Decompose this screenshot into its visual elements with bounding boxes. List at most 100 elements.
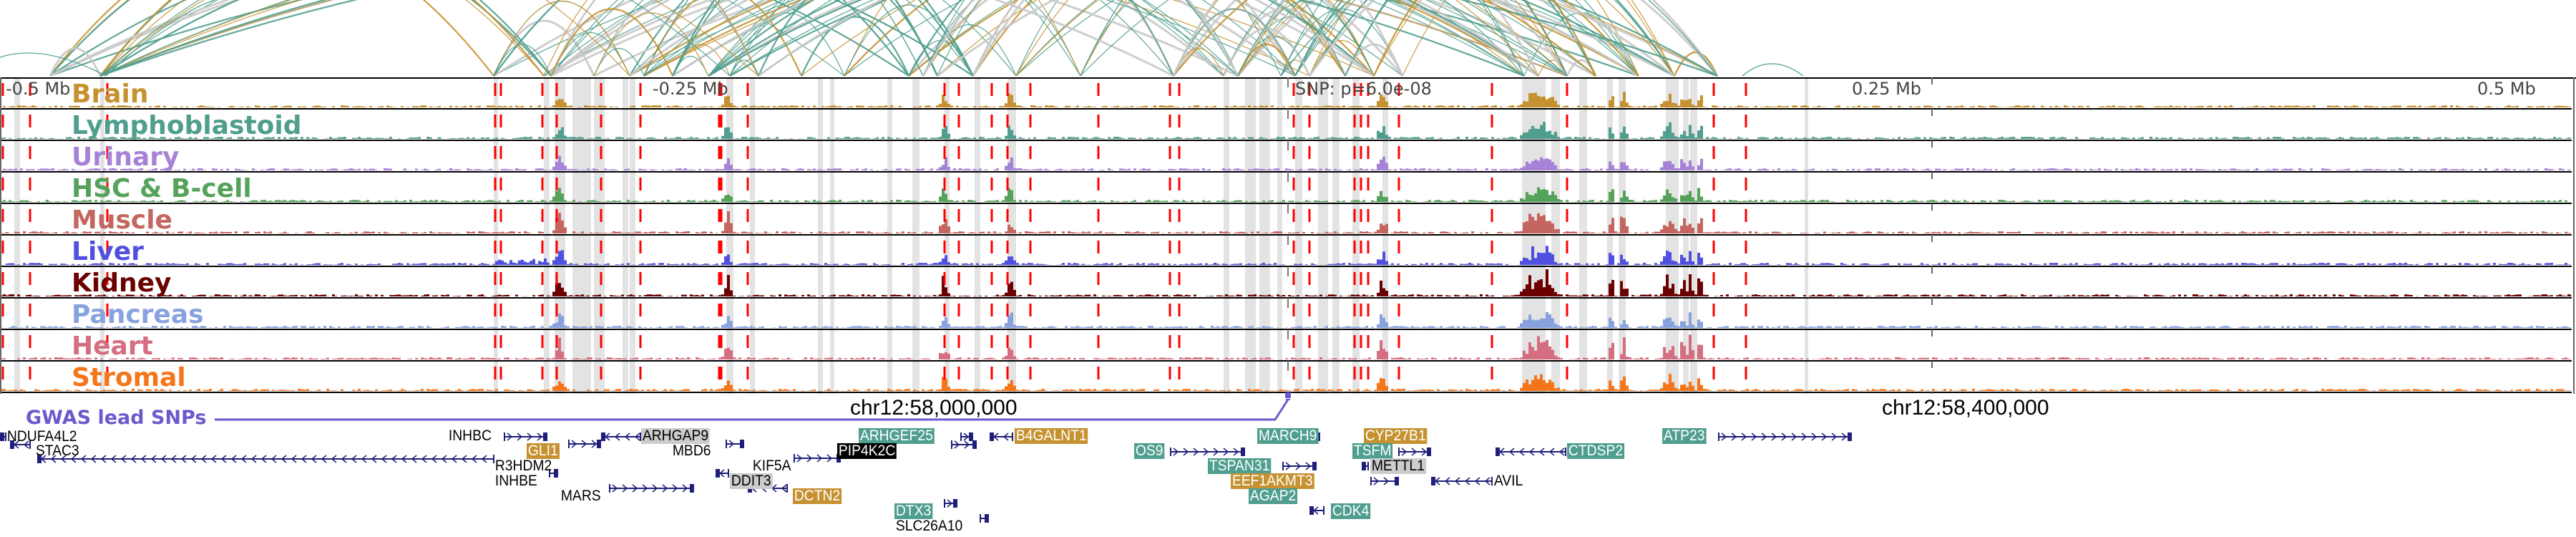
track-label-hsc-b-cell: HSC & B-cell [72,174,252,203]
gene-label-kif5a[interactable]: KIF5A [752,458,791,474]
snp-pvalue-label: SNP: p=6.0e-08 [1295,79,1432,99]
interaction-arc [708,0,1296,77]
interaction-arc [543,0,759,77]
signal-track-muscle [0,211,2572,233]
ruler-label-minus-0-5: -0.5 Mb [6,79,71,99]
interaction-arc [629,0,974,77]
gene-model [10,440,31,449]
interaction-arc [99,0,1568,77]
gene-model [960,432,973,441]
gene-model [1282,462,1317,470]
gene-model [951,440,977,449]
gene-label-tspan31[interactable]: TSPAN31 [1208,458,1272,474]
interaction-arc [800,16,910,77]
interaction-arc [844,0,1375,77]
interaction-arc [1280,0,1525,77]
gene-label-gli1[interactable]: GLI1 [527,442,560,459]
interaction-arc [643,0,1639,77]
gene-label-slc26a10[interactable]: SLC26A10 [895,518,963,534]
interaction-arc [629,0,1539,77]
gene-label-mars[interactable]: MARS [560,488,601,504]
interaction-arc [708,0,1539,77]
gene-model [1309,506,1324,515]
interaction-arc [1294,0,1596,77]
ruler-label-minus-0-25: -0.25 Mb [653,79,728,99]
interaction-arc [543,0,1596,77]
gene-label-inhbe[interactable]: INHBE [494,473,537,489]
interaction-arc [99,0,731,77]
interaction-arc [99,0,1310,77]
interaction-arc [972,0,1346,77]
interaction-arc [643,0,1239,77]
gene-label-arhgap9[interactable]: ARHGAP9 [641,427,711,444]
interaction-arc [1015,0,1282,77]
interaction-arc [672,0,938,77]
gene-label-ndufa4l2[interactable]: NDUFA4L2 [6,428,77,445]
gwas-lead-snps-label: GWAS lead SNPs [26,407,207,429]
interaction-arc [708,0,1675,77]
gene-label-arhgef25[interactable]: ARHGEF25 [859,427,935,444]
interaction-arc [937,0,1675,77]
gene-model [794,454,841,463]
gwas-snp-marker[interactable] [1285,392,1291,398]
interaction-arc [643,0,1525,77]
interaction-arc [844,0,1596,77]
interaction-arc [593,12,709,77]
interaction-arc [1280,9,1403,77]
gene-label-inhbc[interactable]: INHBC [448,427,492,444]
gene-label-os9[interactable]: OS9 [1134,442,1165,459]
gene-label-atp23[interactable]: ATP23 [1662,427,1707,444]
gene-label-cyp27b1[interactable]: CYP27B1 [1364,427,1428,444]
interaction-arc [1402,0,1675,77]
signal-track-brain [0,92,2572,107]
signal-track-urinary [0,155,2572,170]
interaction-arc [922,0,1239,77]
gene-label-ddit3[interactable]: DDIT3 [730,473,773,489]
signal-track-liver [0,246,2572,265]
interaction-arc [493,0,1568,77]
interaction-arc [1237,0,1568,77]
gene-label-mettl1[interactable]: METTL1 [1370,458,1426,474]
gene-model [1362,462,1369,470]
track-label-heart: Heart [72,332,153,361]
interaction-arc [550,0,1224,77]
interaction-arc [1236,0,1540,77]
interaction-arc [908,0,1239,77]
gene-model [1496,448,1566,456]
gene-label-r3hdm2[interactable]: R3HDM2 [494,458,552,474]
interaction-arc [972,0,1175,77]
gene-model [944,499,957,508]
gene-label-dtx3[interactable]: DTX3 [894,503,933,519]
gene-label-pip4k2c[interactable]: PIP4K2C [837,442,897,459]
interaction-arc [1173,0,1639,77]
gene-label-agap2[interactable]: AGAP2 [1249,488,1298,504]
interaction-arc [99,0,974,77]
interaction-arc [1172,0,1404,77]
gene-label-dctn2[interactable]: DCTN2 [793,488,842,504]
gene-model [549,469,558,478]
gene-label-b4galnt1[interactable]: B4GALNT1 [1015,427,1088,444]
gene-label-avil[interactable]: AVIL [1493,473,1523,489]
interaction-arc [758,0,1539,77]
gene-label-eef1akmt3[interactable]: EEF1AKMT3 [1231,473,1314,489]
interaction-arc [729,59,759,77]
signal-track-heart [0,334,2572,359]
interaction-arc [49,0,1639,77]
gene-label-tsfm[interactable]: TSFM [1352,442,1393,459]
gene-label-mbd6[interactable]: MBD6 [672,442,711,459]
interaction-arc [1372,0,1597,77]
interaction-arc [1309,39,1375,77]
interaction-arc [729,0,1081,77]
interaction-arc [493,44,552,77]
interaction-arc [1294,0,1639,77]
gene-label-ctdsp2[interactable]: CTDSP2 [1567,442,1624,459]
interaction-arc [1237,0,1375,77]
gene-label-cdk4[interactable]: CDK4 [1331,503,1371,519]
interaction-arc [1280,0,1718,77]
coordinate-label-58000000: chr12:58,000,000 [850,396,1018,420]
interaction-arc [1236,0,1719,77]
interaction-arc [49,0,1239,77]
gene-label-stac3[interactable]: STAC3 [35,442,79,459]
gene-label-march9[interactable]: MARCH9 [1257,427,1319,444]
interaction-arc [99,0,552,77]
